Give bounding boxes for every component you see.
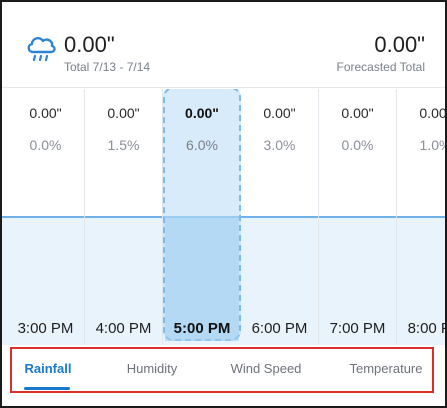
- hour-time-label: 4:00 PM: [95, 320, 152, 337]
- hour-time-label: 3:00 PM: [17, 320, 74, 337]
- hour-rain-chance: 6.0%: [186, 137, 218, 153]
- forecasted-total-label: Forecasted Total: [336, 60, 426, 74]
- hour-rain-chance: 1.0%: [419, 137, 445, 153]
- hour-time-label: 5:00 PM: [173, 320, 231, 337]
- selected-hour-bar: [165, 216, 239, 341]
- forecast-metric-tabs: Rainfall Humidity Wind Speed Temperature: [10, 347, 434, 393]
- hour-rain-amount: 0.00": [29, 105, 62, 121]
- hour-column[interactable]: 0.00" 1.0% 8:00 PM: [397, 89, 445, 345]
- hour-column-selected[interactable]: 0.00" 6.0% 5:00 PM: [163, 89, 241, 345]
- rain-cloud-icon: [27, 36, 56, 62]
- hour-rain-amount: 0.00": [263, 105, 296, 121]
- tab-humidity[interactable]: Humidity: [126, 361, 178, 376]
- hour-rain-chance: 3.0%: [263, 137, 296, 153]
- hour-rain-amount: 0.00": [419, 105, 445, 121]
- active-tab-indicator: [24, 387, 70, 390]
- hour-rain-amount: 0.00": [185, 105, 219, 121]
- hour-column[interactable]: 0.00" 3.0% 6:00 PM: [241, 89, 319, 345]
- hour-time-label: 7:00 PM: [329, 320, 386, 337]
- hour-rain-amount: 0.00": [341, 105, 374, 121]
- hour-rain-amount: 0.00": [107, 105, 140, 121]
- hour-rain-chance: 0.0%: [341, 137, 374, 153]
- hour-column[interactable]: 0.00" 0.0% 7:00 PM: [319, 89, 397, 345]
- hour-time-label: 6:00 PM: [251, 320, 308, 337]
- total-rainfall-label: Total 7/13 - 7/14: [64, 60, 151, 74]
- hour-column[interactable]: 0.00" 0.0% 3:00 PM: [7, 89, 85, 345]
- tab-rainfall[interactable]: Rainfall: [24, 361, 72, 376]
- hour-column[interactable]: 0.00" 1.5% 4:00 PM: [85, 89, 163, 345]
- hour-time-label: 8:00 PM: [407, 320, 445, 337]
- hour-rain-chance: 1.5%: [107, 137, 140, 153]
- total-rainfall-value: 0.00": [64, 32, 115, 57]
- precipitation-summary: 0.00" Total 7/13 - 7/14 0.00" Forecasted…: [2, 2, 445, 88]
- hourly-forecast-strip[interactable]: 0.00" 0.0% 3:00 PM 0.00" 1.5% 4:00 PM 0.…: [2, 89, 445, 345]
- tab-temperature[interactable]: Temperature: [349, 361, 423, 376]
- tab-wind-speed[interactable]: Wind Speed: [230, 361, 302, 376]
- forecasted-total-value: 0.00": [374, 32, 425, 57]
- hour-rain-chance: 0.0%: [29, 137, 62, 153]
